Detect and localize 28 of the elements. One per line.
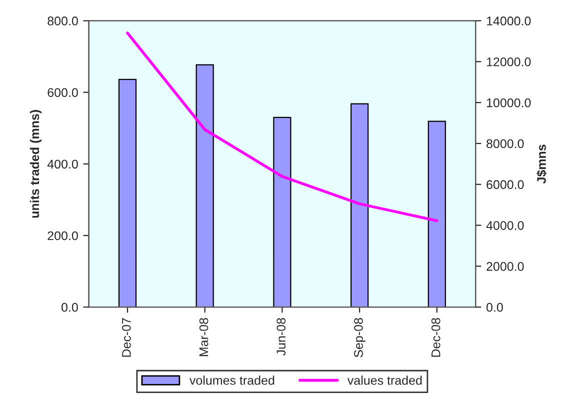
bar — [273, 116, 292, 308]
y-tick-label: 600.0 — [48, 88, 78, 97]
bar — [428, 120, 446, 308]
y2-tick-label: 8000.0 — [486, 139, 524, 148]
y-tick-label: 400.0 — [47, 160, 78, 169]
x-tick-label: Sep-08 — [354, 318, 366, 358]
y-tick-label: 800.0 — [48, 16, 78, 26]
y2-axis-title: J$mns — [536, 144, 547, 184]
bar — [196, 64, 214, 308]
y2-tick-label: 0.0 — [486, 302, 503, 312]
x-tick-label: Mar-08 — [199, 318, 208, 356]
legend-label: volumes traded — [189, 376, 274, 385]
y2-tick-label: 6000.0 — [486, 180, 524, 190]
y2-tick-label: 2000.0 — [486, 262, 524, 271]
line-series — [126, 32, 438, 222]
y2-tick-label: 12000.0 — [486, 57, 531, 66]
x-tick-label: Dec-08 — [431, 318, 440, 357]
x-tick-label: Jun-08 — [276, 318, 286, 356]
y-tick-label: 200.0 — [48, 231, 78, 240]
y2-tick-label: 10000.0 — [486, 98, 531, 108]
y-tick-label: 0.0 — [62, 302, 78, 312]
y2-tick-label: 14000.0 — [486, 16, 531, 26]
y-axis-title: units traded (mns) — [30, 110, 42, 218]
legend-label: values traded — [347, 376, 422, 385]
bar — [118, 78, 137, 308]
y2-tick-label: 4000.0 — [486, 221, 524, 230]
bar — [350, 103, 369, 308]
x-tick-label: Dec-07 — [122, 318, 131, 357]
